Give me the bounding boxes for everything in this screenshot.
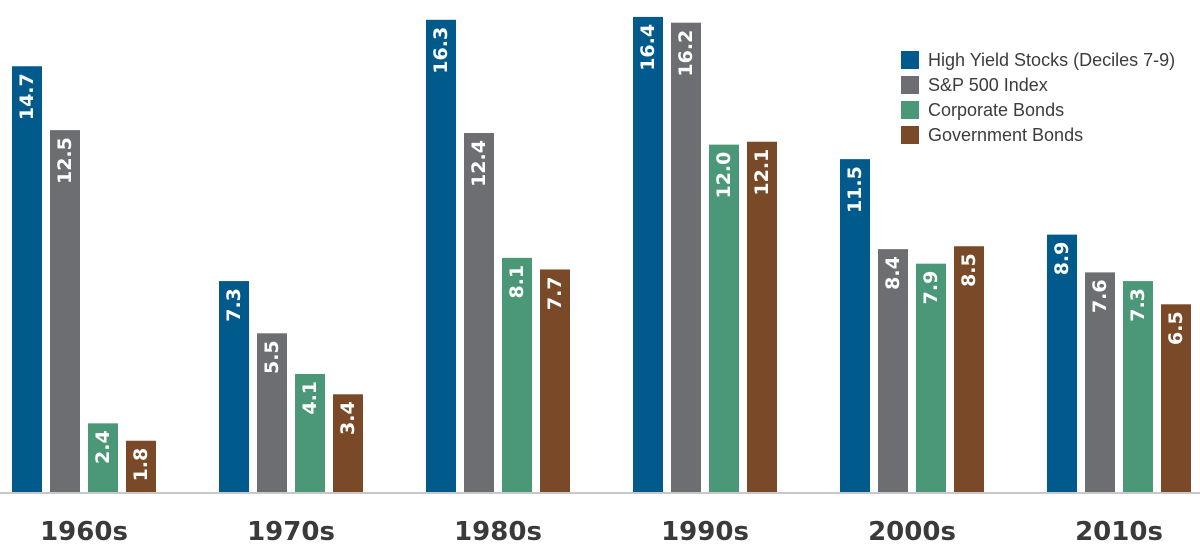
bar-value-label: 5.5 [261,340,283,374]
bar-value-label: 8.9 [1051,242,1073,276]
bar-value-label: 8.1 [506,265,528,299]
bar-value-label: 16.3 [430,27,452,74]
legend-entry-2: Corporate Bonds [928,100,1064,120]
bar-value-label: 7.3 [1127,288,1149,322]
bar-2000s-series-1 [878,249,908,493]
category-label-1970s: 1970s [247,517,335,547]
bar-value-label: 12.5 [54,137,76,184]
bar-1980s-series-3 [540,269,570,493]
bar-1990s-series-1 [671,22,701,493]
bar-value-label: 12.0 [713,152,735,199]
bar-value-label: 7.7 [544,276,566,310]
bar-2000s-series-3 [954,246,984,493]
bar-value-label: 7.3 [223,288,245,322]
bar-value-label: 8.4 [882,256,904,290]
category-label-1990s: 1990s [661,517,749,547]
category-label-2000s: 2000s [868,517,956,547]
bar-1990s-series-2 [709,144,739,494]
bar-value-label: 16.4 [637,24,659,71]
bar-1970s-series-1 [257,333,287,493]
bar-value-label: 14.7 [16,73,38,120]
category-label-1980s: 1980s [454,517,542,547]
bar-1980s-series-2 [502,257,532,493]
bar-value-label: 16.2 [675,30,697,77]
legend-entry-0: High Yield Stocks (Deciles 7-9) [928,50,1175,70]
bar-value-label: 4.1 [299,381,321,415]
legend-swatch-0 [901,51,919,69]
bar-1970s-series-2 [295,373,325,493]
bar-1980s-series-0 [426,19,456,493]
legend-entry-1: S&P 500 Index [928,75,1048,95]
legend-swatch-3 [901,126,919,144]
category-label-1960s: 1960s [40,517,128,547]
legend: High Yield Stocks (Deciles 7-9) S&P 500 I… [901,50,1175,145]
bar-value-label: 1.8 [130,448,152,482]
bar-value-label: 7.9 [920,271,942,305]
bar-value-label: 3.4 [337,401,359,435]
bar-1960s-series-2 [88,423,118,493]
bar-2010s-series-2 [1123,281,1153,493]
legend-swatch-2 [901,101,919,119]
bar-1980s-series-1 [464,133,494,494]
bar-1970s-series-0 [219,281,249,493]
bar-value-label: 12.4 [468,140,490,187]
bar-value-label: 7.6 [1089,279,1111,313]
bar-value-label: 2.4 [92,430,114,464]
category-label-2010s: 2010s [1075,517,1163,547]
bars-layer: 14.7 12.5 2.4 1.8 7.3 5.5 4.1 3.4 16.3 12.4 8.1 7.7… [12,16,1191,494]
bar-2010s-series-0 [1047,234,1077,493]
bar-1960s-series-0 [12,66,42,493]
bar-value-label: 12.1 [751,149,773,196]
bar-1970s-series-3 [333,394,363,493]
bar-1960s-series-1 [50,130,80,493]
bar-1990s-series-0 [633,16,663,494]
bar-value-label: 6.5 [1165,311,1187,345]
bar-value-label: 11.5 [844,166,866,213]
bar-1960s-series-3 [126,440,156,493]
legend-entry-3: Government Bonds [928,125,1083,145]
legend-swatch-1 [901,76,919,94]
bar-1990s-series-3 [747,141,777,493]
bar-2000s-series-0 [840,159,870,493]
bar-2010s-series-3 [1161,304,1191,493]
category-labels: 1960s 1970s 1980s 1990s 2000s 2010s [40,517,1163,547]
bar-2000s-series-2 [916,263,946,493]
bar-2010s-series-1 [1085,272,1115,493]
bar-value-label: 8.5 [958,253,980,287]
